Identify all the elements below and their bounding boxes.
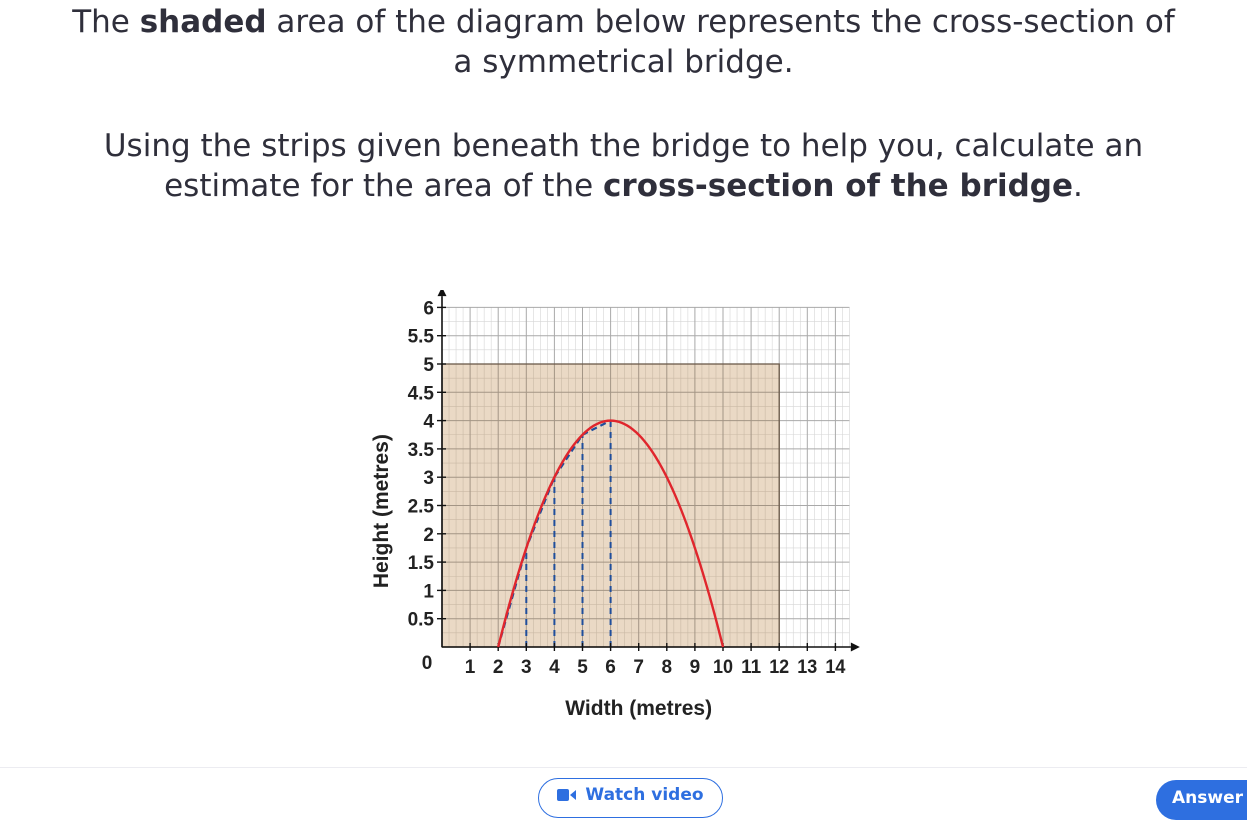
strip-top-chord [497,419,612,648]
question-text: a symmetrical bridge. [453,44,794,80]
y-tick-label: 3 [423,468,434,489]
y-tick-label: 4.5 [408,383,435,404]
bridge-curve [497,419,725,648]
y-tick-label: 1 [423,581,434,602]
axes [437,290,860,652]
x-axis-arrow [850,642,860,652]
answer-button[interactable]: Answer [1156,780,1247,820]
y-tick-labels: 0.5 1 1.5 2 2.5 3 3.5 4 4.5 5 5.5 6 [408,298,435,630]
y-tick-label: 2 [423,525,434,546]
y-tick-label: 1.5 [408,553,435,574]
x-tick-label: 11 [741,657,761,678]
question-text-2: Using the strips given beneath the bridg… [0,126,1247,206]
emphasis-shaded: shaded [139,4,267,40]
y-tick-label: 6 [423,298,434,319]
x-tick-label: 8 [662,657,673,678]
x-tick-label: 12 [769,657,789,678]
emphasis-cross-section: cross-section of the bridge [603,168,1074,204]
x-tick-label: 14 [825,657,845,678]
y-tick-label: 3.5 [408,440,435,461]
y-axis-arrow [437,290,447,297]
question-text: . [1073,168,1083,204]
x-tick-label: 5 [577,657,588,678]
x-tick-label: 1 [465,657,476,678]
question-text: Using the strips given beneath the bridg… [103,128,1144,164]
y-tick-label: 4 [423,412,434,433]
question-text-1: The shaded area of the diagram below rep… [0,2,1247,82]
x-tick-label: 13 [797,657,817,678]
footer-divider [0,767,1247,768]
question-text: The [72,4,140,40]
watch-video-label: Watch video [585,785,704,805]
strip-lines [497,419,612,648]
x-tick-label: 3 [521,657,532,678]
x-tick-label: 9 [690,657,701,678]
question-text: area of the diagram below represents the… [266,4,1175,40]
y-tick-label: 2.5 [408,497,435,518]
origin-label: 0 [422,653,433,674]
x-tick-labels: 1 2 3 4 5 6 7 8 9 10 11 12 13 14 [465,657,846,678]
x-axis-label: Width (metres) [565,697,712,720]
x-tick-label: 10 [713,657,733,678]
tick-marks [437,306,837,651]
y-tick-label: 5.5 [408,327,435,348]
question-text: estimate for the area of the [164,168,604,204]
y-tick-label: 0.5 [408,610,435,631]
x-tick-label: 7 [633,657,644,678]
watch-video-button[interactable]: Watch video [538,778,723,818]
x-tick-label: 6 [605,657,616,678]
x-tick-label: 4 [549,657,560,678]
y-axis-label: Height (metres) [370,434,393,588]
x-tick-label: 2 [493,657,504,678]
y-tick-label: 5 [423,355,434,376]
bridge-diagram: 1 2 3 4 5 6 7 8 9 10 11 12 13 14 0.511.522.533.544.55… [370,290,860,720]
video-camera-icon [557,788,577,802]
